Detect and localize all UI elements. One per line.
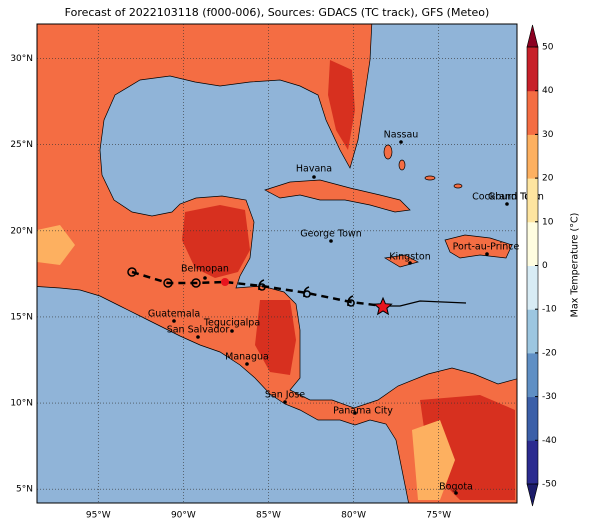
colorbar-tick-label: -30 — [542, 392, 557, 402]
y-tick-label: 25°N — [10, 140, 33, 150]
city-dot — [408, 261, 412, 265]
y-tick-label: 15°N — [10, 312, 33, 322]
city-label: Havana — [296, 164, 332, 175]
track-point — [127, 267, 137, 277]
colorbar-band — [527, 178, 538, 223]
colorbar-band — [527, 396, 538, 441]
city-dot — [283, 400, 287, 404]
colorbar-label: Max Temperature (°C) — [570, 213, 581, 318]
city-label: San Jose — [265, 390, 305, 401]
track-point — [191, 278, 201, 288]
colorbar-tick-label: -50 — [542, 480, 557, 490]
storm-track — [127, 267, 467, 316]
storm-symbol — [303, 286, 311, 298]
land-bahamas — [453, 183, 463, 189]
colorbar-tick-label: 30 — [542, 130, 554, 140]
city-label: Cockburn Town — [472, 192, 544, 203]
city-dot — [312, 175, 316, 179]
y-tick-label: 20°N — [10, 226, 33, 236]
cities — [172, 140, 509, 495]
y-tick-label: 5°N — [16, 485, 33, 495]
track-point — [163, 278, 173, 288]
city-label: San Salvador — [167, 325, 230, 336]
y-tick-label: 10°N — [10, 399, 33, 409]
land-bahamas — [383, 144, 393, 160]
x-tick-label: 85°W — [256, 511, 281, 521]
city-label: Bogota — [439, 482, 473, 493]
city-dot — [230, 329, 234, 333]
warm-region — [412, 420, 455, 500]
x-tick-label: 80°W — [341, 511, 366, 521]
land-hispaniola — [444, 234, 513, 259]
city-dot — [454, 491, 458, 495]
city-label: Nassau — [384, 130, 419, 141]
colorbar-tick-label: 20 — [542, 174, 554, 184]
city-label: Belmopan — [181, 264, 229, 275]
colorbar-under — [526, 483, 539, 507]
x-tick-label: 90°W — [171, 511, 196, 521]
city-dot — [245, 362, 249, 366]
colorbar: -50 -40 -30 -20 -10 0 10 20 30 40 50 — [526, 24, 557, 507]
city-dot — [172, 319, 176, 323]
colorbar-band — [527, 47, 538, 92]
colorbar-tick-label: -20 — [542, 348, 557, 358]
storm-symbol — [258, 279, 266, 291]
track-past — [383, 300, 467, 307]
colorbar-tick-label: 10 — [542, 217, 554, 227]
track-point-current — [221, 278, 229, 286]
storm-symbol — [347, 295, 355, 307]
city-labels: Nassau Havana George Town Kingston Port-… — [148, 130, 544, 493]
warm-region — [37, 225, 75, 265]
city-label: Kingston — [389, 252, 430, 263]
colorbar-band — [527, 265, 538, 310]
storm-position — [373, 296, 393, 316]
colorbar-band — [527, 309, 538, 354]
city-label: George Town — [300, 229, 361, 240]
land-cuba — [264, 179, 411, 213]
colorbar-band — [527, 90, 538, 135]
colorbar-tick-label: 50 — [542, 43, 554, 53]
city-dot — [485, 252, 489, 256]
map-area — [37, 24, 517, 503]
colorbar-band — [527, 134, 538, 179]
city-dot — [203, 276, 207, 280]
city-label: Managua — [225, 352, 269, 363]
hot-region — [182, 205, 250, 278]
colorbar-band — [527, 352, 538, 398]
hot-region — [255, 300, 296, 375]
city-label: Grand Turk — [488, 192, 540, 203]
colorbar-tick-label: 0 — [542, 261, 548, 271]
graticule — [37, 24, 517, 503]
city-dot — [399, 140, 403, 144]
city-label: Panama City — [333, 406, 393, 417]
colorbar-tick-label: -40 — [542, 436, 557, 446]
colorbar-band — [527, 440, 538, 485]
city-dot — [196, 335, 200, 339]
city-label: Tegucigalpa — [203, 318, 260, 329]
city-label: Port-au-Prince — [453, 242, 520, 253]
land-bahamas — [424, 175, 436, 181]
city-dot — [329, 239, 333, 243]
colorbar-band — [527, 221, 538, 266]
land-bahamas — [398, 159, 406, 171]
hot-region — [328, 60, 355, 150]
x-tick-label: 95°W — [86, 511, 111, 521]
city-dot — [505, 202, 509, 206]
city-label: Guatemala — [148, 309, 200, 320]
title: Forecast of 2022103118 (f000-006), Sourc… — [65, 6, 490, 19]
colorbar-tick-label: 40 — [542, 86, 554, 96]
colorbar-tick-label: -10 — [542, 305, 557, 315]
colorbar-over — [526, 24, 539, 48]
y-tick-label: 30°N — [10, 54, 33, 64]
city-dot — [353, 411, 357, 415]
map-frame — [36, 23, 518, 504]
x-tick-label: 75°W — [426, 511, 451, 521]
